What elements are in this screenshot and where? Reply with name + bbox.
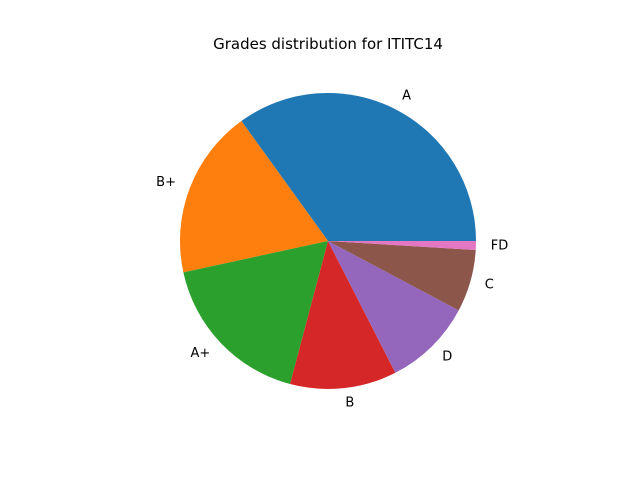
- chart-title: Grades distribution for ITITC14: [213, 35, 443, 53]
- pie-slice-fd: [328, 241, 476, 251]
- pie-label-b-plus: B+: [156, 175, 176, 190]
- pie-slice-b: [290, 241, 396, 389]
- pie-slices: [179, 92, 476, 389]
- pie-slice-b-plus: [179, 121, 328, 273]
- pie-label-fd: FD: [491, 238, 509, 253]
- pie-label-b: B: [345, 395, 354, 410]
- pie-label-c: C: [485, 278, 494, 293]
- pie-label-a-plus: A+: [190, 346, 210, 361]
- pie-label-d: D: [442, 349, 452, 364]
- pie-slice-a: [241, 92, 476, 241]
- pie-slice-a-plus: [183, 241, 328, 385]
- pie-label-a: A: [402, 89, 411, 104]
- pie-slice-c: [328, 241, 476, 311]
- pie-labels: A B+ A+ B D C FD: [156, 89, 508, 411]
- pie-slice-d: [328, 241, 459, 373]
